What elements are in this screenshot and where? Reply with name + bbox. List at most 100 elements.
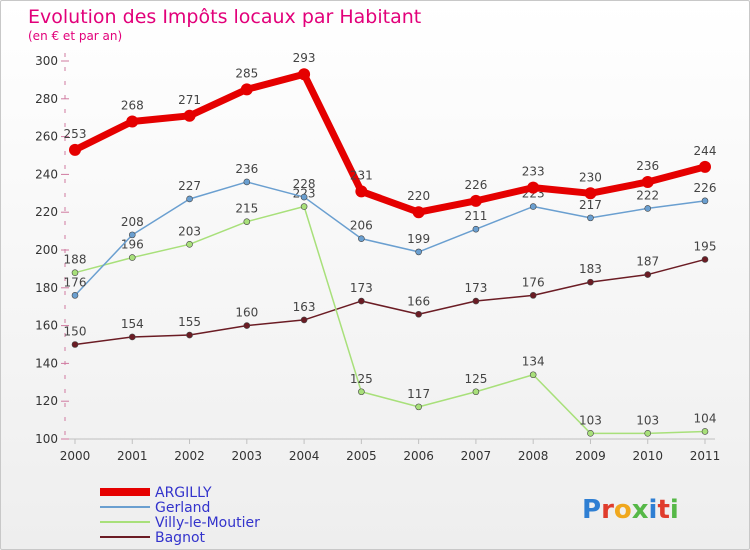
data-point (186, 195, 193, 203)
data-point (701, 428, 709, 435)
data-label: 215 (235, 202, 258, 216)
x-tick-label: 2002 (174, 449, 205, 463)
series-line (73, 70, 706, 216)
data-point (71, 269, 79, 276)
data-point (186, 241, 193, 248)
series-3: 150 154 155 160 163 173 166 173 176 183 187 195 (64, 239, 717, 348)
data-label: 155 (178, 315, 201, 329)
data-label: 211 (464, 209, 487, 223)
y-tick-label: 140 (35, 356, 58, 370)
x-tick-label: 2004 (289, 449, 320, 463)
data-point (701, 197, 709, 205)
chart-title: Evolution des Impôts locaux par Habitant (28, 6, 421, 28)
data-point (469, 194, 482, 207)
series-0: 253 268 271 285 293 231 220 226 233 230 236 244 (64, 51, 717, 219)
logo-text: Proxiti (582, 495, 679, 525)
data-point (128, 333, 136, 341)
data-point (415, 403, 422, 411)
data-point (641, 175, 654, 188)
data-label: 160 (235, 306, 258, 320)
y-tick-label: 180 (35, 281, 58, 295)
data-label: 226 (694, 181, 717, 195)
series-line (74, 205, 706, 435)
data-label: 285 (235, 66, 258, 80)
data-label: 154 (121, 317, 144, 331)
x-tick-label: 2000 (60, 449, 91, 463)
x-tick-label: 2009 (575, 449, 606, 463)
chart-subtitle: (en € et par an) (28, 29, 122, 43)
logo-letter: i (670, 495, 679, 525)
data-point (412, 206, 425, 219)
data-point (300, 316, 308, 324)
data-point (415, 248, 422, 256)
data-label: 125 (464, 372, 487, 386)
logo-letter: o (614, 495, 632, 525)
logo-letter: r (601, 495, 614, 525)
data-label: 220 (407, 189, 430, 203)
data-point (243, 322, 251, 329)
series-2: 188 196 203 215 223 125 117 125 134 103 103 104 (64, 187, 717, 437)
legend-label: Gerland (155, 500, 210, 516)
data-point (128, 254, 136, 261)
data-label: 253 (64, 127, 87, 141)
data-label: 195 (694, 239, 717, 253)
data-point (699, 160, 711, 173)
data-point (529, 292, 537, 299)
data-label: 236 (636, 159, 659, 173)
data-label: 206 (350, 219, 373, 233)
data-label: 271 (178, 93, 201, 107)
data-label: 228 (293, 177, 316, 191)
axes: 100 120 140 160 180 200 220 240 260 280 300 2000 200… (35, 53, 720, 463)
data-label: 150 (64, 325, 87, 339)
data-point (243, 178, 251, 186)
y-tick-label: 220 (35, 205, 58, 219)
data-point (587, 214, 594, 222)
data-label: 236 (235, 162, 258, 176)
x-tick-label: 2007 (461, 449, 492, 463)
data-label: 208 (121, 215, 144, 229)
data-label: 222 (636, 188, 659, 202)
data-label: 103 (579, 413, 602, 427)
data-point (587, 430, 594, 437)
data-label: 134 (522, 355, 545, 369)
y-tick-label: 120 (35, 394, 58, 408)
data-label: 244 (694, 144, 717, 158)
data-point (472, 225, 480, 233)
data-point (298, 68, 311, 81)
data-point (183, 109, 196, 122)
x-tick-label: 2008 (518, 449, 549, 463)
data-label: 125 (350, 372, 373, 386)
data-point (644, 271, 652, 278)
series-line (74, 181, 706, 296)
data-label: 293 (293, 51, 316, 65)
x-tick-label: 2011 (690, 449, 721, 463)
data-label: 163 (293, 300, 316, 314)
data-label: 226 (464, 178, 487, 192)
data-point (472, 297, 480, 305)
x-tick-label: 2010 (632, 449, 663, 463)
data-label: 188 (64, 253, 87, 267)
x-tick-label: 2006 (403, 449, 434, 463)
y-tick-label: 260 (35, 130, 58, 144)
data-point (358, 388, 365, 396)
data-label: 104 (694, 411, 717, 425)
data-label: 268 (121, 98, 144, 112)
data-point (587, 278, 594, 286)
data-label: 103 (636, 413, 659, 427)
data-point (644, 430, 652, 437)
legend-label: Bagnot (155, 530, 206, 546)
data-label: 227 (178, 179, 201, 193)
series-line (74, 258, 706, 346)
legend-label: ARGILLY (155, 485, 212, 501)
data-point (701, 256, 709, 263)
data-point (243, 218, 251, 225)
x-tick-label: 2005 (346, 449, 377, 463)
data-point (358, 297, 365, 305)
data-label: 117 (407, 387, 430, 401)
y-tick-label: 100 (35, 432, 58, 446)
data-label: 231 (350, 168, 373, 182)
data-point (126, 115, 139, 128)
proxiti-logo: Proxiti (582, 495, 679, 525)
